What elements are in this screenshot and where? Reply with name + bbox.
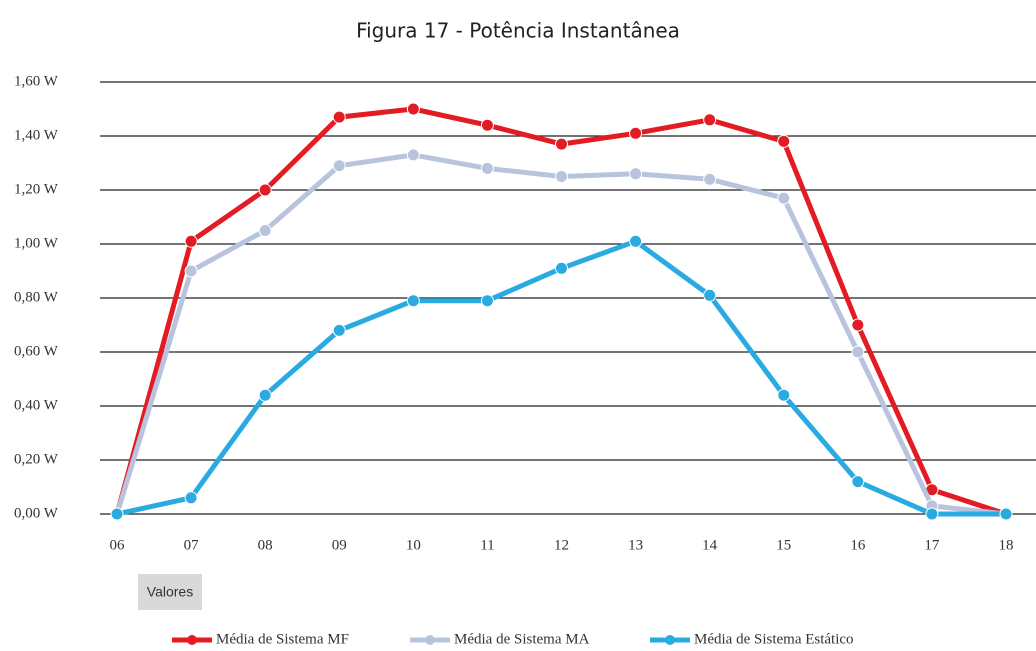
x-tick-label: 07	[184, 537, 200, 553]
legend-label: Média de Sistema MF	[216, 631, 349, 647]
point	[110, 507, 124, 521]
legend-label: Média de Sistema Estático	[694, 631, 854, 647]
point	[258, 388, 272, 402]
x-tick-label: 12	[554, 537, 569, 553]
point	[406, 102, 420, 116]
x-tick-label: 18	[999, 537, 1014, 553]
y-tick-label: 0,80 W	[14, 289, 59, 305]
y-tick-label: 0,60 W	[14, 343, 59, 359]
point	[777, 191, 791, 205]
point	[406, 294, 420, 308]
legend-label: Média de Sistema MA	[454, 631, 590, 647]
point	[184, 264, 198, 278]
x-tick-label: 06	[110, 537, 126, 553]
point	[629, 126, 643, 140]
point	[258, 183, 272, 197]
point	[851, 475, 865, 489]
field-box	[138, 574, 202, 610]
y-tick-label: 1,00 W	[14, 235, 59, 251]
point	[480, 118, 494, 132]
chart-title: Figura 17 - Potência Instantânea	[356, 19, 680, 43]
x-tick-label: 08	[258, 537, 273, 553]
legend-marker	[187, 635, 197, 645]
point	[777, 388, 791, 402]
point	[851, 318, 865, 332]
field-label: Valores	[147, 584, 193, 600]
point	[703, 113, 717, 127]
point	[332, 110, 346, 124]
point	[999, 507, 1013, 521]
y-tick-label: 1,40 W	[14, 127, 59, 143]
point	[851, 345, 865, 359]
legend-marker	[665, 635, 675, 645]
x-tick-label: 15	[776, 537, 791, 553]
x-tick-label: 16	[850, 537, 866, 553]
point	[184, 234, 198, 248]
x-tick-label: 17	[924, 537, 940, 553]
x-tick-label: 09	[332, 537, 347, 553]
point	[184, 491, 198, 505]
point	[480, 294, 494, 308]
point	[555, 170, 568, 183]
x-tick-label: 11	[480, 537, 494, 553]
point	[703, 288, 717, 302]
point	[480, 161, 494, 175]
legend-marker	[425, 635, 435, 645]
point	[555, 137, 568, 151]
x-tick-label: 10	[406, 537, 421, 553]
point	[406, 148, 420, 162]
series-line	[114, 106, 1007, 517]
y-tick-label: 0,40 W	[14, 397, 59, 413]
y-tick-label: 0,00 W	[14, 505, 59, 521]
point	[777, 134, 791, 148]
point	[629, 234, 643, 248]
point	[332, 159, 346, 173]
point	[555, 261, 568, 275]
y-tick-label: 1,60 W	[14, 73, 59, 89]
y-tick-label: 1,20 W	[14, 181, 59, 197]
y-tick-label: 0,20 W	[14, 451, 59, 467]
x-tick-label: 14	[702, 537, 718, 553]
point	[332, 323, 346, 337]
point	[629, 167, 643, 181]
point	[703, 172, 717, 186]
point	[925, 507, 939, 521]
x-tick-label: 13	[628, 537, 643, 553]
point	[258, 224, 272, 237]
